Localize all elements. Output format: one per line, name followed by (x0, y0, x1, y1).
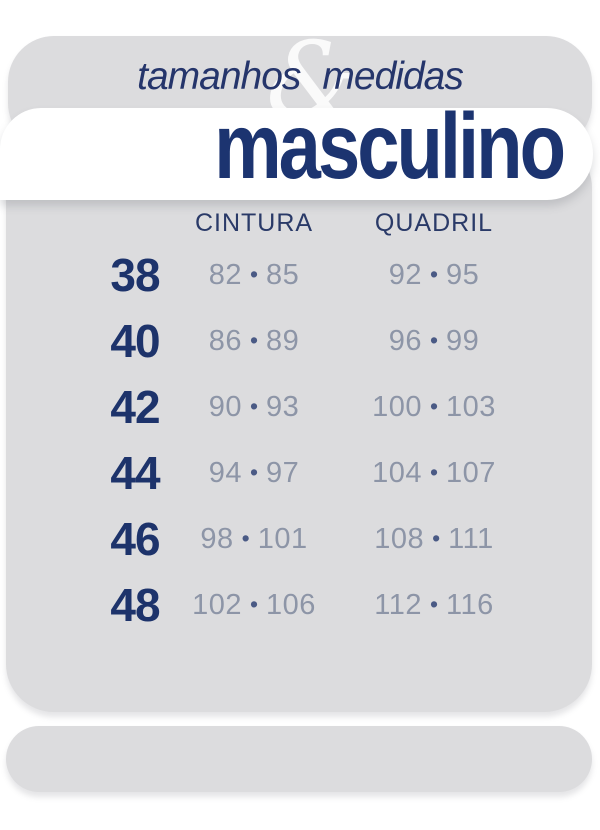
quadril-max: 95 (446, 258, 480, 291)
dot-separator-icon: • (241, 524, 250, 551)
size-value: 42 (110, 381, 160, 433)
quadril-min: 112 (374, 588, 422, 621)
quadril-range: 96 • 99 (360, 308, 508, 374)
cintura-range: 90 • 93 (184, 374, 324, 440)
cintura-max: 106 (266, 588, 316, 621)
cintura-max: 89 (266, 324, 300, 357)
quadril-max: 107 (446, 456, 496, 489)
size-value: 40 (110, 315, 160, 367)
quadril-min: 104 (372, 456, 422, 489)
quadril-range: 108 • 111 (360, 506, 508, 572)
page-title: tamanhos medidas (8, 54, 592, 100)
table-column-headers: CINTURA QUADRIL (6, 208, 592, 238)
dot-separator-icon: • (429, 458, 439, 485)
dot-separator-icon: • (249, 590, 259, 617)
cintura-max: 93 (266, 390, 300, 423)
gender-title: masculino (214, 95, 566, 199)
cintura-range: 102 • 106 (184, 572, 324, 638)
quadril-range: 92 • 95 (360, 242, 508, 308)
column-header-cintura: CINTURA (194, 209, 314, 237)
page-title-word-right: medidas (322, 55, 463, 98)
size-table-body: 38 82 • 85 92 • 95 40 86 • 89 96 • 99 42… (6, 242, 592, 638)
cintura-max: 97 (266, 456, 300, 489)
table-row: 46 98 • 101 108 • 111 (6, 506, 592, 572)
measurements-panel: CINTURA QUADRIL 38 82 • 85 92 • 95 40 86… (6, 140, 592, 712)
cintura-max: 85 (266, 258, 300, 291)
quadril-max: 111 (448, 522, 494, 555)
cintura-range: 82 • 85 (184, 242, 324, 308)
gender-band: masculino (0, 101, 593, 200)
quadril-max: 116 (446, 588, 494, 621)
dot-separator-icon: • (432, 524, 441, 551)
size-value: 46 (110, 513, 160, 565)
quadril-max: 99 (446, 324, 480, 357)
quadril-min: 108 (374, 522, 425, 555)
dot-separator-icon: • (429, 260, 439, 287)
table-row: 38 82 • 85 92 • 95 (6, 242, 592, 308)
page-title-word-left: tamanhos (137, 55, 301, 98)
cintura-min: 86 (208, 324, 242, 357)
cintura-min: 94 (208, 456, 242, 489)
column-header-quadril: QUADRIL (374, 209, 494, 237)
quadril-range: 112 • 116 (360, 572, 508, 638)
size-value: 44 (110, 447, 160, 499)
quadril-max: 103 (446, 390, 496, 423)
size-value: 38 (110, 249, 160, 301)
cintura-max: 101 (257, 522, 308, 555)
cintura-min: 102 (192, 588, 242, 621)
dot-separator-icon: • (249, 458, 259, 485)
dot-separator-icon: • (429, 326, 439, 353)
quadril-min: 92 (388, 258, 422, 291)
dot-separator-icon: • (249, 326, 259, 353)
cintura-range: 98 • 101 (184, 506, 324, 572)
size-value: 48 (110, 579, 160, 631)
dot-separator-icon: • (249, 392, 259, 419)
table-row: 44 94 • 97 104 • 107 (6, 440, 592, 506)
quadril-range: 104 • 107 (360, 440, 508, 506)
dot-separator-icon: • (429, 590, 439, 617)
quadril-min: 96 (388, 324, 422, 357)
dot-separator-icon: • (249, 260, 259, 287)
cintura-min: 90 (208, 390, 242, 423)
cintura-min: 98 (200, 522, 234, 555)
quadril-min: 100 (372, 390, 422, 423)
table-row: 40 86 • 89 96 • 99 (6, 308, 592, 374)
table-row: 42 90 • 93 100 • 103 (6, 374, 592, 440)
table-row: 48 102 • 106 112 • 116 (6, 572, 592, 638)
bottom-decorative-strip (6, 726, 592, 792)
cintura-range: 86 • 89 (184, 308, 324, 374)
quadril-range: 100 • 103 (360, 374, 508, 440)
cintura-min: 82 (208, 258, 242, 291)
dot-separator-icon: • (429, 392, 439, 419)
cintura-range: 94 • 97 (184, 440, 324, 506)
